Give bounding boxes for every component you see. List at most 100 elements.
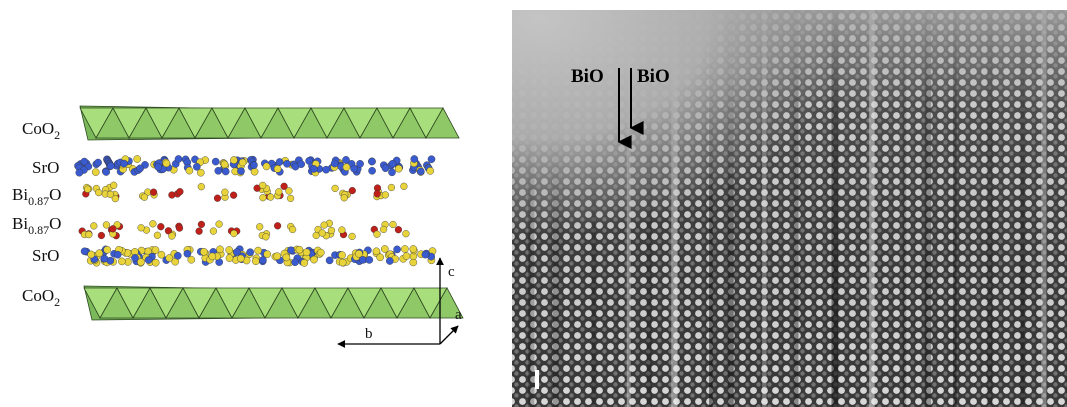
hrtem-image: BiO BiO: [512, 10, 1067, 407]
atom: [222, 168, 229, 175]
atom: [296, 246, 303, 253]
atom: [339, 259, 346, 266]
atom: [157, 223, 164, 230]
atom: [355, 250, 362, 257]
atom: [230, 192, 237, 199]
atom: [214, 195, 221, 202]
atom: [388, 184, 395, 191]
atom: [96, 250, 103, 257]
atom: [150, 220, 157, 227]
atom: [259, 182, 266, 189]
atom: [292, 259, 299, 266]
arrow-label: BiO: [637, 66, 670, 87]
atom: [349, 233, 356, 240]
atom: [176, 225, 183, 232]
atom: [389, 160, 396, 167]
scale-bar: [535, 370, 539, 389]
atom: [259, 256, 266, 263]
atom: [260, 194, 267, 201]
atom: [230, 157, 237, 164]
atom: [410, 245, 417, 252]
atom: [427, 167, 434, 174]
atom: [394, 246, 401, 253]
atom: [98, 232, 105, 239]
atom: [303, 249, 310, 256]
atom: [422, 251, 429, 258]
atom: [107, 191, 114, 198]
axis-label: a: [455, 307, 462, 323]
atom: [298, 161, 305, 168]
atom: [275, 188, 282, 195]
atom: [323, 166, 330, 173]
atom: [110, 225, 117, 232]
atom: [76, 169, 83, 176]
atom: [114, 251, 121, 258]
atom: [95, 189, 102, 196]
atom: [163, 160, 170, 167]
atom: [357, 160, 364, 167]
atom: [186, 167, 193, 174]
layer-label: Bi0.87O: [12, 214, 61, 237]
atom: [110, 182, 117, 189]
atom: [349, 187, 356, 194]
atom: [174, 252, 181, 259]
atom: [215, 167, 222, 174]
atom: [233, 249, 240, 256]
atom: [274, 253, 281, 260]
atom: [321, 222, 328, 229]
atom: [134, 155, 141, 162]
atom: [255, 247, 262, 254]
layer-label: CoO2: [22, 119, 60, 142]
atom: [319, 230, 326, 237]
atom: [388, 169, 395, 176]
axis-label: c: [448, 264, 455, 280]
atom: [317, 249, 324, 256]
atom: [380, 226, 387, 233]
atom: [382, 165, 389, 172]
atom: [210, 228, 217, 235]
atom: [250, 162, 257, 169]
atom: [341, 194, 348, 201]
atom-layers: [74, 155, 436, 266]
atom: [141, 194, 148, 201]
atom: [251, 168, 258, 175]
atom: [386, 257, 393, 264]
atom: [209, 253, 216, 260]
atom: [274, 222, 281, 229]
atom: [395, 226, 402, 233]
atom: [138, 224, 145, 231]
atom: [137, 165, 144, 172]
atom: [198, 183, 205, 190]
figure: CoO2 SrO Bi0.87O Bi0.87O SrO CoO2 c a b …: [0, 0, 1067, 407]
atom: [247, 249, 254, 256]
atom: [231, 230, 238, 237]
atom: [283, 160, 290, 167]
atom: [81, 248, 88, 255]
atom: [342, 156, 349, 163]
atom: [239, 159, 246, 166]
atom: [339, 227, 346, 234]
atom: [267, 194, 274, 201]
atom: [373, 248, 380, 255]
atom: [374, 190, 381, 197]
atom: [382, 192, 389, 199]
atom: [84, 186, 91, 193]
atom: [226, 255, 233, 262]
arrow-label: BiO: [571, 66, 604, 87]
atom: [366, 256, 373, 263]
atom: [401, 245, 408, 252]
atom: [331, 160, 338, 167]
atom: [88, 251, 95, 258]
layer-label: SrO: [32, 246, 59, 265]
atom: [226, 246, 233, 253]
atom: [381, 245, 388, 252]
atom: [332, 185, 339, 192]
atom: [417, 168, 424, 175]
structure-diagram: CoO2 SrO Bi0.87O Bi0.87O SrO CoO2 c a b: [12, 106, 463, 344]
atom: [310, 256, 317, 263]
atom: [158, 251, 165, 258]
atom: [395, 165, 402, 172]
atom: [338, 252, 345, 259]
atom: [92, 169, 99, 176]
atom: [252, 258, 259, 265]
